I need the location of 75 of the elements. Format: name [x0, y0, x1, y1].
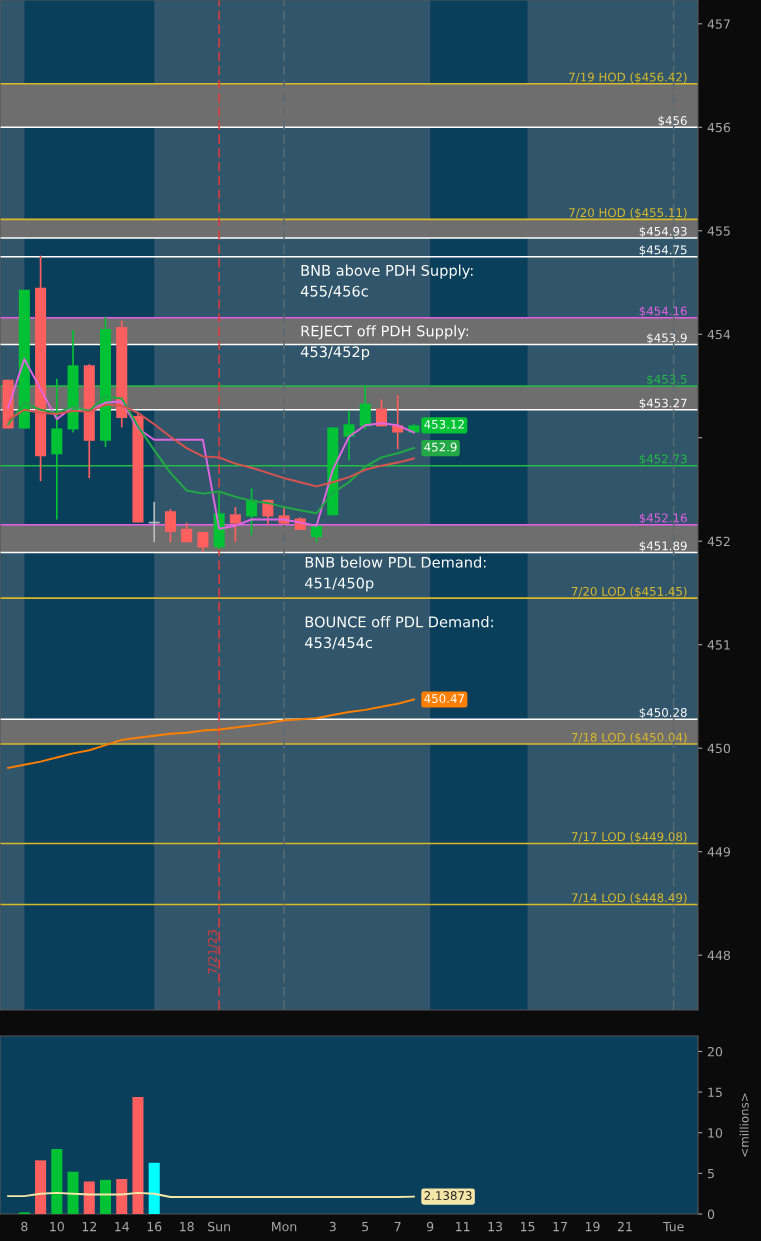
- x-tick-label: 13: [488, 1221, 503, 1232]
- x-tick-label: 18: [180, 1221, 194, 1232]
- x-tick-label: 8: [21, 1221, 28, 1232]
- ref-line-label: $453.5: [647, 374, 687, 386]
- y-axis-title: <millions>: [739, 1093, 749, 1157]
- y-tick-label: 454: [707, 329, 731, 340]
- candlestick: [229, 506, 241, 544]
- candlestick: [164, 508, 176, 544]
- candlestick: [359, 385, 371, 431]
- x-tick-label: 19: [585, 1221, 600, 1232]
- bar: [51, 1148, 63, 1214]
- data-label: 2.13873: [424, 1191, 472, 1201]
- ref-line-label: $456: [658, 115, 687, 127]
- y-tick-label: 450: [707, 743, 731, 754]
- ref-line-label: 7/17 LOD ($449.08): [571, 831, 687, 843]
- x-tick-label: Tue: [662, 1222, 684, 1232]
- y-tick-label: 456: [707, 122, 731, 133]
- annotation: BNB below PDL Demand: 451/450p: [305, 556, 486, 592]
- x-tick-label: 14: [115, 1222, 129, 1232]
- bar: [148, 1162, 160, 1214]
- bar: [99, 1179, 112, 1214]
- ref-line-label: $451.89: [639, 541, 687, 552]
- x-tick-label: 3: [329, 1221, 336, 1232]
- ref-line-label: 7/21/23: [207, 930, 218, 974]
- ref-line-label: $452.73: [639, 454, 687, 465]
- y-tick-label: 20: [707, 1046, 723, 1057]
- line-series: [7, 698, 415, 769]
- ref-line-label: $453.9: [647, 333, 687, 344]
- x-tick-label: 7: [394, 1222, 401, 1232]
- x-tick-label: 15: [520, 1222, 535, 1232]
- x-tick-label: 21: [617, 1221, 632, 1232]
- text: 453.12: [424, 419, 464, 429]
- x-tick-label: Mon: [272, 1222, 297, 1232]
- annotation: BOUNCE off PDL Demand: 453/454c: [305, 616, 493, 650]
- x-tick-label: 16: [147, 1221, 162, 1232]
- bar: [83, 1181, 95, 1214]
- bar: [67, 1171, 79, 1214]
- ref-line-label: 7/19 HOD ($456.42): [569, 72, 687, 84]
- y-tick-label: 10: [708, 1128, 723, 1138]
- data-label: 450.47: [424, 694, 464, 703]
- y-tick-label: 452: [707, 536, 730, 547]
- y-tick-label: 451: [707, 640, 730, 650]
- bar: [116, 1179, 128, 1214]
- candlestick: [343, 409, 355, 462]
- ref-line-label: 7/14 LOD ($448.49): [571, 893, 687, 904]
- ref-line-label: 7/18 LOD ($450.04): [571, 732, 687, 744]
- ref-line-label: $454.16: [639, 306, 687, 317]
- y-tick-label: 457: [707, 19, 730, 29]
- annotation: BNB above PDH Supply: 455/456c: [300, 264, 473, 298]
- ref-line-label: $452.16: [639, 513, 687, 524]
- x-tick-label: 11: [456, 1222, 470, 1232]
- x-tick-label: 5: [362, 1222, 369, 1232]
- bar: [35, 1160, 47, 1214]
- ref-line-label: 7/20 HOD ($455.11): [569, 207, 687, 219]
- y-tick-label: 449: [707, 847, 731, 857]
- x-tick-label: Sun: [208, 1221, 230, 1232]
- ref-line-label: $450.28: [639, 707, 687, 719]
- x-tick-label: 9: [426, 1221, 434, 1232]
- y-tick-label: 15: [708, 1087, 722, 1098]
- y-tick-label: 5: [707, 1169, 714, 1179]
- x-tick-label: 12: [82, 1221, 96, 1232]
- line-series: [7, 395, 415, 515]
- annotation: REJECT off PDH Supply: 453/452p: [300, 325, 469, 361]
- ref-line-label: $453.27: [639, 398, 687, 410]
- ref-line-label: $454.93: [639, 226, 687, 238]
- ref-line-label: 7/20 LOD ($451.45): [571, 586, 687, 598]
- bar: [132, 1096, 144, 1214]
- x-tick-label: 10: [50, 1221, 64, 1232]
- x-tick-label: 17: [553, 1222, 567, 1232]
- y-tick-label: 448: [707, 950, 731, 961]
- line-series: [7, 403, 415, 488]
- ref-line-label: $454.75: [639, 245, 687, 256]
- y-tick-label: 455: [707, 226, 730, 236]
- data-label: 452.9: [424, 442, 457, 452]
- y-tick-label: 0: [707, 1209, 715, 1219]
